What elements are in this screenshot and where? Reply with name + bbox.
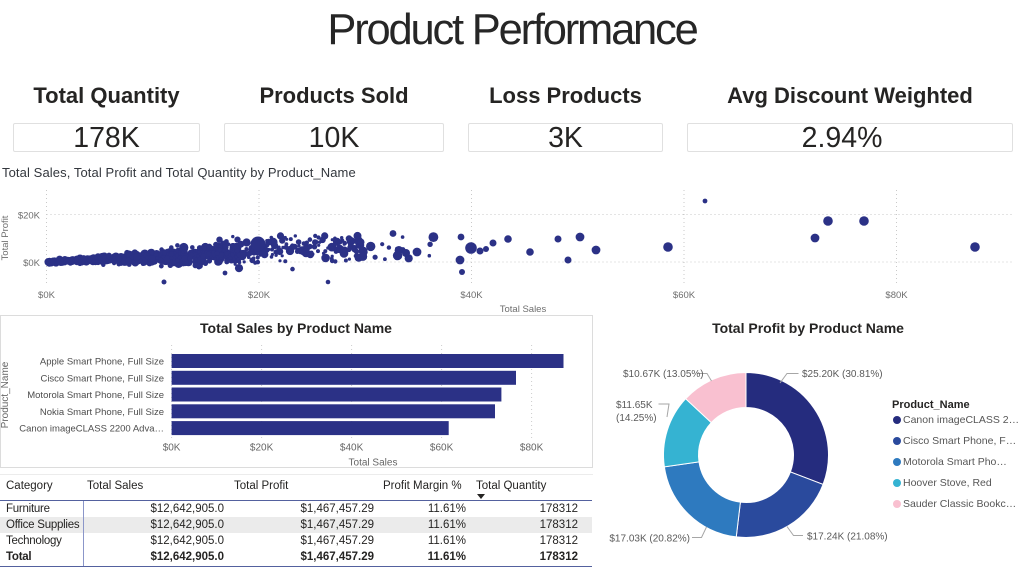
svg-text:$17.03K (20.82%): $17.03K (20.82%): [609, 534, 690, 545]
svg-text:$10.67K (13.05%): $10.67K (13.05%): [623, 369, 704, 380]
svg-text:$20K: $20K: [18, 211, 41, 222]
svg-text:Motorola Smart Phone, Full Siz: Motorola Smart Phone, Full Size: [27, 390, 164, 401]
svg-text:$0K: $0K: [23, 258, 41, 269]
svg-text:Apple Smart Phone, Full Size: Apple Smart Phone, Full Size: [40, 357, 164, 368]
svg-text:(14.25%): (14.25%): [616, 413, 657, 424]
svg-text:$11.65K: $11.65K: [616, 400, 653, 411]
svg-text:$80K: $80K: [885, 290, 908, 301]
svg-text:$20K: $20K: [250, 443, 274, 454]
svg-text:$60K: $60K: [430, 443, 454, 454]
svg-text:$40K: $40K: [460, 290, 483, 301]
svg-text:Nokia Smart Phone, Full Size: Nokia Smart Phone, Full Size: [40, 407, 164, 418]
svg-text:Product_Name: Product_Name: [0, 361, 11, 428]
svg-text:Cisco Smart Phone, Full Size: Cisco Smart Phone, Full Size: [40, 373, 164, 384]
svg-text:Total Sales: Total Sales: [500, 304, 547, 315]
svg-text:$40K: $40K: [340, 443, 364, 454]
svg-text:$25.20K (30.81%): $25.20K (30.81%): [802, 369, 883, 380]
svg-text:Total Profit: Total Profit: [0, 215, 11, 260]
svg-text:$80K: $80K: [520, 443, 544, 454]
svg-text:$0K: $0K: [38, 290, 56, 301]
svg-text:$60K: $60K: [673, 290, 696, 301]
svg-text:Canon imageCLASS 2200 Adva…: Canon imageCLASS 2200 Adva…: [19, 424, 164, 435]
svg-text:Total Sales: Total Sales: [349, 458, 398, 469]
svg-text:$20K: $20K: [248, 290, 271, 301]
svg-text:$17.24K (21.08%): $17.24K (21.08%): [807, 532, 888, 543]
svg-text:$0K: $0K: [163, 443, 181, 454]
